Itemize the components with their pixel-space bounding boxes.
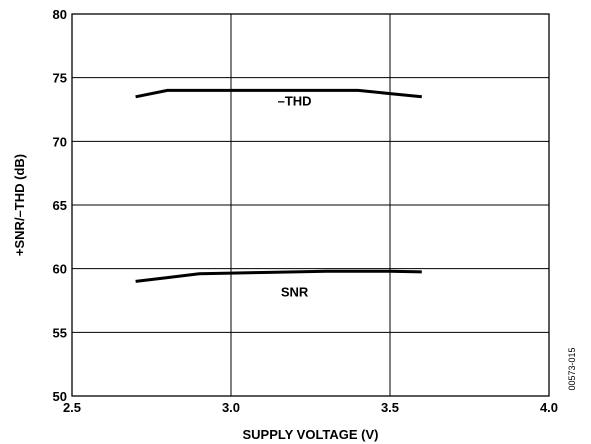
y-tick-label: 50 [53, 389, 67, 404]
plot-frame [71, 13, 550, 397]
grid-lines [72, 14, 549, 396]
x-tick-label: 2.5 [63, 400, 81, 415]
y-tick-label: 70 [53, 134, 67, 149]
x-tick-label: 3.5 [381, 400, 399, 415]
y-tick-label: 75 [53, 71, 67, 86]
series-group [135, 88, 422, 283]
y-tick-label: 60 [53, 262, 67, 277]
x-tick-labels: 2.5 3.0 3.5 4.0 [63, 400, 558, 415]
series-label-thd: –THD [278, 94, 312, 109]
y-tick-label: 65 [53, 198, 67, 213]
x-tick-label: 4.0 [540, 400, 558, 415]
y-tick-labels: 50 55 60 65 70 75 80 [53, 7, 67, 404]
series-line-snr [135, 269, 422, 283]
series-line-thd [135, 88, 422, 99]
series-labels: –THD SNR [278, 94, 312, 300]
y-axis-title: +SNR/–THD (dB) [12, 154, 27, 256]
x-tick-label: 3.0 [222, 400, 240, 415]
figure-id: 00573-015 [567, 347, 577, 390]
series-label-snr: SNR [281, 285, 309, 300]
y-tick-label: 55 [53, 325, 67, 340]
y-tick-label: 80 [53, 7, 67, 22]
x-axis-title: SUPPLY VOLTAGE (V) [242, 427, 378, 442]
